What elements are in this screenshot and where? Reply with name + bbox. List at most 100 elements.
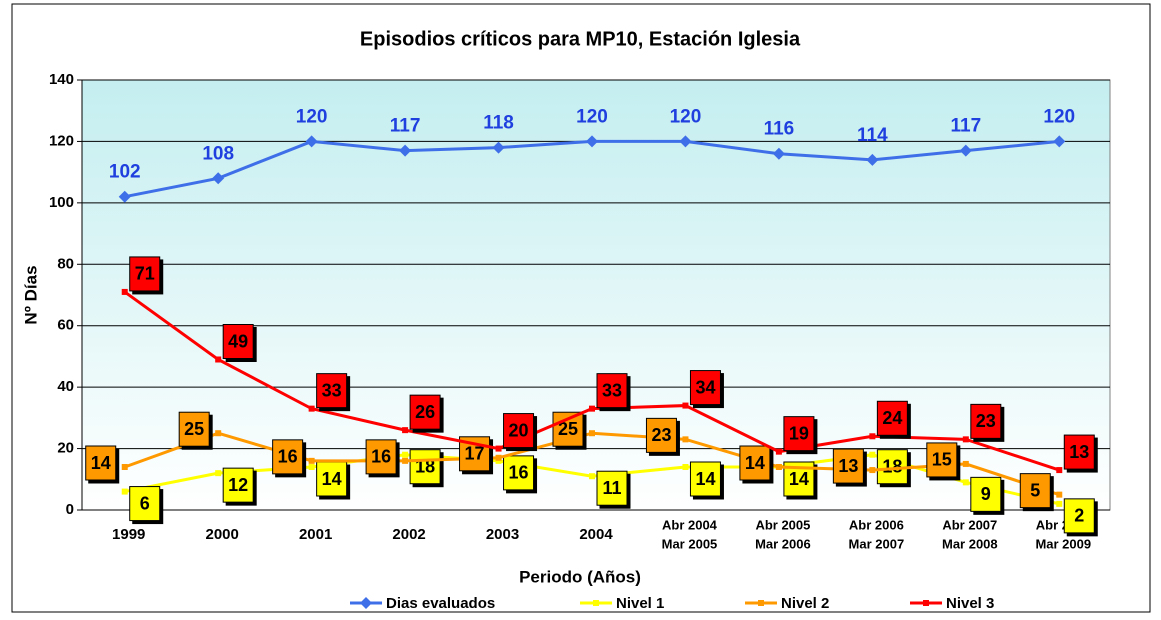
x-tick-label: 1999 xyxy=(112,526,145,543)
data-label-box xyxy=(783,416,815,452)
marker xyxy=(215,356,222,363)
data-label-box xyxy=(503,413,535,449)
x-tick-label: 2001 xyxy=(299,526,332,543)
y-tick-label: 60 xyxy=(57,317,74,334)
data-label-box xyxy=(272,439,304,475)
data-label-box xyxy=(596,470,628,506)
data-label: 25 xyxy=(184,419,204,439)
x-tick-label: Mar 2005 xyxy=(662,536,718,551)
data-label: 11 xyxy=(602,478,621,498)
marker xyxy=(305,135,318,148)
data-label: 120 xyxy=(670,106,702,127)
data-label: 116 xyxy=(764,119,795,140)
legend-marker xyxy=(593,600,599,606)
data-label-box xyxy=(689,370,721,406)
data-label-box xyxy=(926,442,958,478)
data-label-box xyxy=(409,449,441,485)
data-label-box xyxy=(689,461,721,497)
marker xyxy=(589,405,595,412)
marker xyxy=(959,144,972,157)
marker xyxy=(1056,467,1063,474)
data-label-box xyxy=(503,455,535,491)
data-label-box xyxy=(316,373,348,409)
data-label: 33 xyxy=(322,380,342,400)
x-tick-label: Abr 2007 xyxy=(942,517,997,532)
y-tick-label: 20 xyxy=(57,440,74,457)
data-label: 120 xyxy=(1043,106,1075,127)
marker xyxy=(589,473,595,480)
marker xyxy=(308,405,315,412)
data-label: 117 xyxy=(950,116,981,137)
data-label: 17 xyxy=(465,444,485,464)
data-label: 14 xyxy=(91,453,111,473)
data-label: 16 xyxy=(278,447,298,467)
data-label: 114 xyxy=(857,125,888,146)
x-tick-label: 2004 xyxy=(579,526,613,543)
data-label-box xyxy=(1063,434,1095,470)
legend-marker xyxy=(758,600,764,606)
chart-title: Episodios críticos para MP10, Estación I… xyxy=(360,28,801,50)
marker xyxy=(121,488,128,495)
legend-label: Nivel 3 xyxy=(946,595,994,612)
data-label: 14 xyxy=(745,453,765,473)
marker xyxy=(308,457,315,464)
data-label: 49 xyxy=(228,331,248,351)
marker xyxy=(492,141,505,154)
marker xyxy=(495,445,502,452)
data-label-box xyxy=(222,467,254,503)
y-tick-label: 40 xyxy=(57,378,74,395)
data-label: 23 xyxy=(976,411,996,431)
marker xyxy=(308,464,315,470)
data-label: 26 xyxy=(415,402,435,422)
data-label: 120 xyxy=(576,106,608,127)
data-label-box xyxy=(832,448,864,484)
marker xyxy=(1053,135,1066,148)
x-tick-label: 2000 xyxy=(205,526,238,543)
marker xyxy=(962,436,969,443)
marker xyxy=(212,172,225,185)
data-label-box xyxy=(1063,498,1095,534)
marker xyxy=(495,454,502,461)
y-tick-label: 0 xyxy=(66,501,74,518)
x-tick-label: Abr 2004 xyxy=(662,517,718,532)
marker xyxy=(1056,491,1063,498)
data-label: 18 xyxy=(882,456,902,476)
x-tick-label: 2002 xyxy=(392,526,425,543)
legend-marker xyxy=(360,597,372,609)
data-label: 34 xyxy=(695,377,715,397)
data-label-box xyxy=(596,373,628,409)
legend-marker xyxy=(923,600,929,606)
marker xyxy=(869,451,876,458)
data-label-box xyxy=(409,394,441,430)
marker xyxy=(869,433,876,440)
data-label: 120 xyxy=(296,106,328,127)
y-axis-title: Nº Días xyxy=(21,265,40,324)
data-label: 12 xyxy=(228,475,248,495)
marker xyxy=(586,135,598,148)
x-tick-label: Mar 2006 xyxy=(755,536,811,551)
data-label: 117 xyxy=(390,116,421,137)
data-label-box xyxy=(970,476,1002,512)
data-label-box xyxy=(970,403,1002,439)
data-label-box xyxy=(316,461,348,497)
legend-label: Nivel 1 xyxy=(616,595,664,612)
data-label: 108 xyxy=(202,143,234,164)
data-label-box xyxy=(178,411,210,447)
data-label-box xyxy=(222,324,254,359)
marker xyxy=(402,427,409,434)
data-label: 14 xyxy=(789,469,809,489)
x-axis-title: Periodo (Años) xyxy=(519,567,641,586)
marker xyxy=(402,457,409,464)
marker xyxy=(682,436,689,443)
data-label: 118 xyxy=(483,113,514,134)
data-label: 16 xyxy=(371,447,391,467)
y-tick-label: 120 xyxy=(49,132,74,149)
data-label: 13 xyxy=(1069,442,1089,462)
marker xyxy=(1056,500,1063,507)
data-label: 19 xyxy=(789,423,809,443)
data-label-box xyxy=(645,417,677,453)
data-label: 25 xyxy=(558,419,578,439)
data-label: 15 xyxy=(932,450,952,470)
x-tick-label: Mar 2008 xyxy=(942,536,998,551)
x-tick-label: Mar 2007 xyxy=(849,536,905,551)
